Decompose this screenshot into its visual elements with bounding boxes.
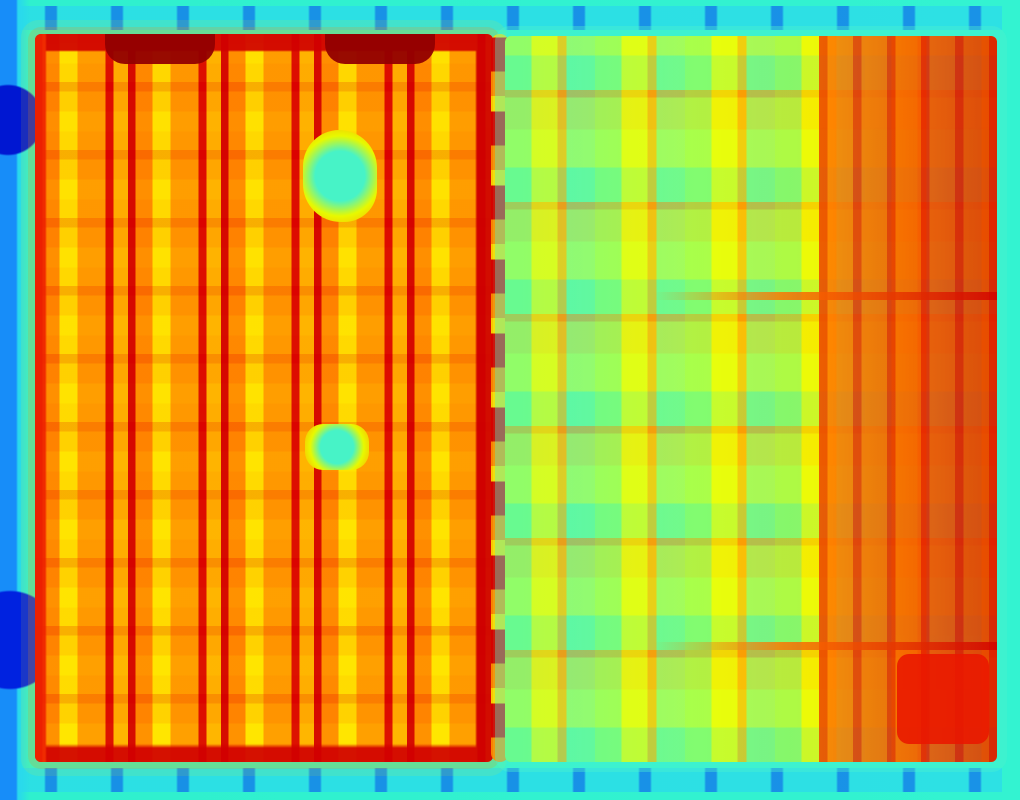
cool-cell-middle: [305, 424, 369, 470]
right-heat-grid-panel: [505, 36, 997, 762]
cool-bottom-edge: [18, 768, 1002, 792]
center-heat-seam: [491, 34, 509, 762]
lower-heat-band: [505, 642, 997, 650]
upper-heat-band: [505, 292, 997, 300]
cool-top-edge: [18, 6, 1002, 30]
cool-cell-upper: [303, 130, 377, 222]
left-heat-grid-panel: [35, 34, 493, 762]
